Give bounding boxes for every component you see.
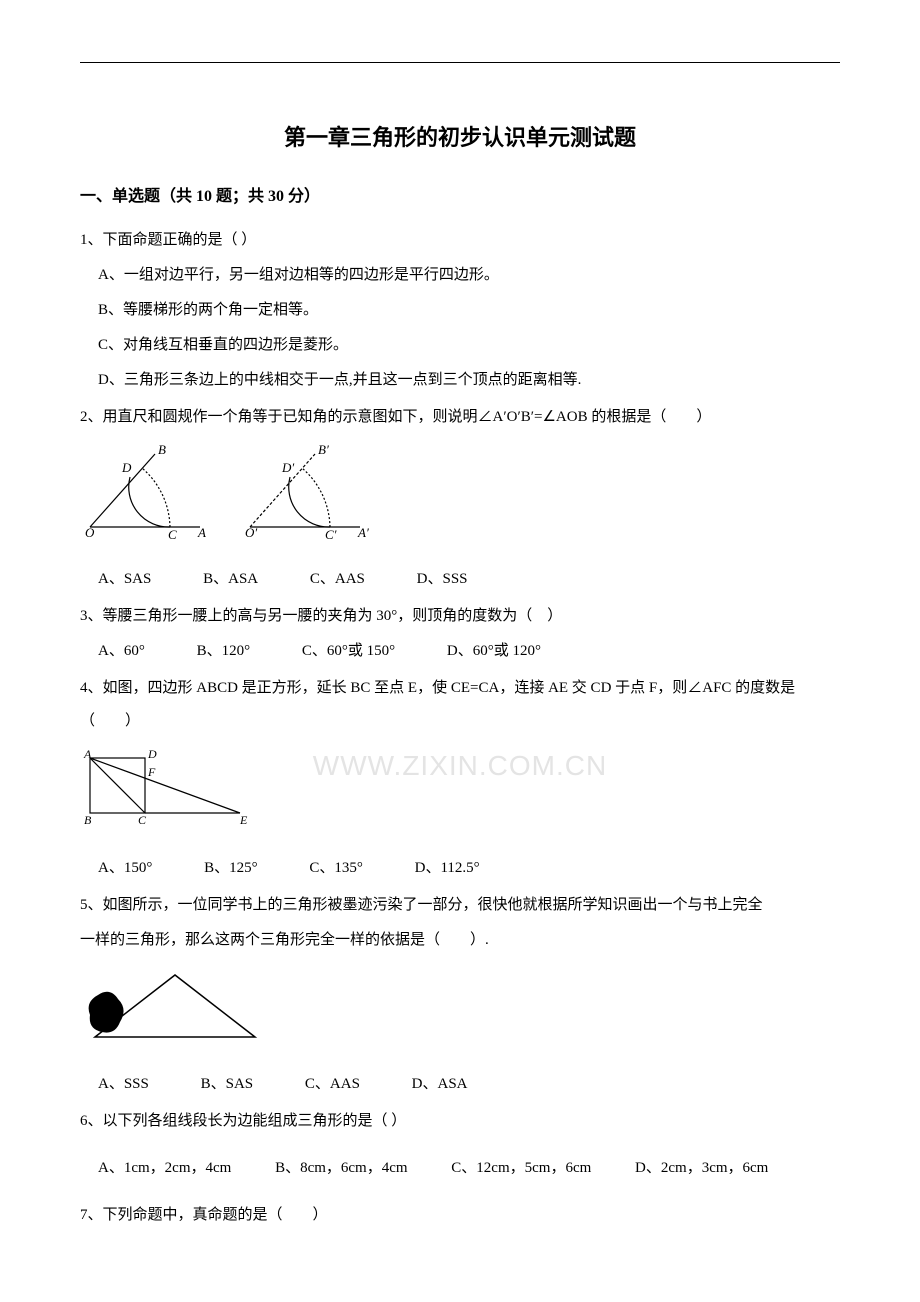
q1-stem: 1、下面命题正确的是（ ）: [80, 224, 840, 257]
page-title: 第一章三角形的初步认识单元测试题: [80, 120, 840, 152]
q4-label-C: C: [138, 813, 147, 827]
q2-label-D: D: [121, 460, 132, 475]
q1-option-d: D、三角形三条边上的中线相交于一点,并且这一点到三个顶点的距离相等.: [80, 364, 840, 397]
question-6: 6、以下列各组线段长为边能组成三角形的是（ ） A、1cm，2cm，4cm B、…: [80, 1105, 840, 1185]
q2-label-C2: C′: [325, 527, 337, 542]
q2-option-d: D、SSS: [417, 563, 468, 596]
q2-option-b: B、ASA: [203, 563, 258, 596]
q2-diagram: O A B C D O′ A′ B′ C′ D′: [80, 442, 840, 555]
q3-option-b: B、120°: [197, 635, 251, 668]
q4-stem: 4、如图，四边形 ABCD 是正方形，延长 BC 至点 E，使 CE=CA，连接…: [80, 672, 840, 738]
question-5: 5、如图所示，一位同学书上的三角形被墨迹污染了一部分，很快他就根据所学知识画出一…: [80, 889, 840, 1101]
q4-label-D: D: [147, 747, 157, 761]
q3-option-c: C、60°或 150°: [302, 635, 395, 668]
q2-option-c: C、AAS: [310, 563, 365, 596]
q5-ink-blot: [89, 992, 124, 1033]
q6-option-a: A、1cm，2cm，4cm: [98, 1152, 231, 1185]
q5-option-c: C、AAS: [305, 1068, 360, 1101]
q2-angle-diagram: O A B C D O′ A′ B′ C′ D′: [80, 442, 380, 542]
q1-option-c: C、对角线互相垂直的四边形是菱形。: [80, 329, 840, 362]
q5-stem-2: 一样的三角形，那么这两个三角形完全一样的依据是（ ）.: [80, 924, 840, 957]
q2-label-A2: A′: [357, 525, 369, 540]
q4-label-A: A: [83, 747, 92, 761]
q5-diagram: [80, 967, 840, 1058]
q2-label-B2: B′: [318, 442, 329, 457]
q4-label-B: B: [84, 813, 92, 827]
q3-options: A、60° B、120° C、60°或 150° D、60°或 120°: [80, 635, 840, 668]
question-7: 7、下列命题中，真命题的是（ ）: [80, 1199, 840, 1232]
q6-options: A、1cm，2cm，4cm B、8cm，6cm，4cm C、12cm，5cm，6…: [80, 1152, 840, 1185]
q5-triangle-diagram: [80, 967, 270, 1045]
q4-label-F: F: [147, 765, 156, 779]
q3-option-a: A、60°: [98, 635, 145, 668]
q4-square-diagram: A B C D E F: [80, 746, 260, 831]
q7-stem: 7、下列命题中，真命题的是（ ）: [80, 1199, 840, 1232]
question-1: 1、下面命题正确的是（ ） A、一组对边平行，另一组对边相等的四边形是平行四边形…: [80, 224, 840, 397]
q5-stem-1: 5、如图所示，一位同学书上的三角形被墨迹污染了一部分，很快他就根据所学知识画出一…: [80, 889, 840, 922]
q2-label-B: B: [158, 442, 166, 457]
q6-option-b: B、8cm，6cm，4cm: [275, 1152, 407, 1185]
q4-option-c: C、135°: [309, 852, 363, 885]
q4-options: A、150° B、125° C、135° D、112.5°: [80, 852, 840, 885]
q2-label-D2: D′: [281, 460, 294, 475]
q6-option-c: C、12cm，5cm，6cm: [451, 1152, 591, 1185]
q2-label-C: C: [168, 527, 177, 542]
question-2: 2、用直尺和圆规作一个角等于已知角的示意图如下，则说明∠A′O′B′=∠AOB …: [80, 401, 840, 596]
q5-options: A、SSS B、SAS C、AAS D、ASA: [80, 1068, 840, 1101]
q4-option-b: B、125°: [204, 852, 258, 885]
q3-option-d: D、60°或 120°: [447, 635, 541, 668]
q5-option-b: B、SAS: [201, 1068, 254, 1101]
q4-label-E: E: [239, 813, 248, 827]
q3-stem: 3、等腰三角形一腰上的高与另一腰的夹角为 30°，则顶角的度数为（ ）: [80, 600, 840, 633]
q2-label-A: A: [197, 525, 206, 540]
q1-option-a: A、一组对边平行，另一组对边相等的四边形是平行四边形。: [80, 259, 840, 292]
q2-label-O2: O′: [245, 525, 257, 540]
q6-stem: 6、以下列各组线段长为边能组成三角形的是（ ）: [80, 1105, 840, 1138]
q2-stem: 2、用直尺和圆规作一个角等于已知角的示意图如下，则说明∠A′O′B′=∠AOB …: [80, 401, 840, 434]
q1-option-b: B、等腰梯形的两个角一定相等。: [80, 294, 840, 327]
question-3: 3、等腰三角形一腰上的高与另一腰的夹角为 30°，则顶角的度数为（ ） A、60…: [80, 600, 840, 668]
page-content: 第一章三角形的初步认识单元测试题 一、单选题（共 10 题；共 30 分） 1、…: [80, 120, 840, 1232]
question-4: 4、如图，四边形 ABCD 是正方形，延长 BC 至点 E，使 CE=CA，连接…: [80, 672, 840, 885]
section-header: 一、单选题（共 10 题；共 30 分）: [80, 182, 840, 206]
q2-label-O: O: [85, 525, 95, 540]
q4-diagram: A B C D E F: [80, 746, 840, 844]
q5-option-d: D、ASA: [412, 1068, 468, 1101]
q2-options: A、SAS B、ASA C、AAS D、SSS: [80, 563, 840, 596]
q2-option-a: A、SAS: [98, 563, 151, 596]
q5-option-a: A、SSS: [98, 1068, 149, 1101]
q4-option-d: D、112.5°: [415, 852, 480, 885]
q4-option-a: A、150°: [98, 852, 152, 885]
top-horizontal-rule: [80, 62, 840, 63]
q6-option-d: D、2cm，3cm，6cm: [635, 1152, 768, 1185]
